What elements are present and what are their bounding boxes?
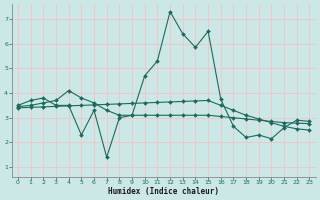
X-axis label: Humidex (Indice chaleur): Humidex (Indice chaleur) xyxy=(108,187,219,196)
